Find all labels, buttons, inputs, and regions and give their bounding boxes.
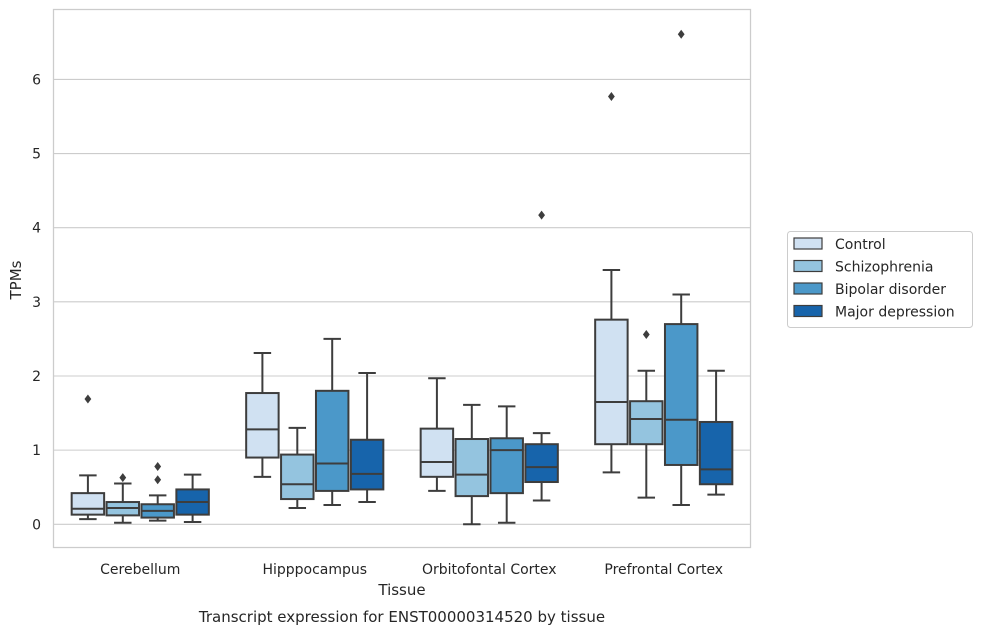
x-tick-label: Prefrontal Cortex — [604, 562, 723, 578]
box-schizophrenia — [105, 473, 141, 524]
y-tick-label: 6 — [32, 72, 41, 88]
legend-swatch — [793, 282, 823, 295]
box-major-depression — [524, 210, 559, 502]
box-control — [594, 91, 629, 474]
outlier-point — [677, 29, 685, 39]
outlier-point — [154, 461, 162, 471]
box-schizophrenia — [280, 426, 315, 509]
box-schizophrenia — [629, 329, 664, 499]
box-layer — [70, 29, 734, 526]
legend: Control Schizophrenia Bipolar disorder Majo… — [787, 231, 973, 328]
x-tick-labels: Cerebellum Hipppocampus Orbitofontal Corte… — [100, 562, 723, 578]
legend-label: Bipolar disorder — [835, 282, 946, 298]
box-bipolar-disorder — [663, 29, 699, 506]
box-body — [314, 389, 350, 492]
legend-frame — [787, 231, 973, 328]
box-body — [349, 438, 385, 491]
y-tick-label: 5 — [32, 147, 41, 163]
chart-caption: Transcript expression for ENST0000031452… — [198, 608, 605, 626]
box-body — [245, 392, 280, 459]
x-tick-label: Cerebellum — [100, 562, 180, 578]
legend-label: Schizophrenia — [835, 260, 933, 276]
outlier-point — [538, 210, 545, 220]
box-body — [454, 438, 490, 498]
box-body — [663, 323, 699, 466]
legend-swatch — [793, 259, 823, 273]
grid-lines — [53, 78, 751, 525]
box-body — [489, 437, 524, 495]
y-tick-label: 1 — [32, 443, 41, 459]
outlier-point — [84, 394, 92, 404]
y-tick-labels: 0 1 2 3 4 5 6 — [32, 72, 41, 533]
box-bipolar-disorder — [314, 337, 350, 506]
box-body — [524, 443, 559, 484]
outlier-point — [642, 329, 650, 339]
y-tick-label: 2 — [32, 369, 41, 385]
box-body — [70, 492, 106, 516]
box-schizophrenia — [454, 403, 490, 526]
box-bipolar-disorder — [489, 405, 524, 524]
box-body — [629, 400, 664, 446]
box-bipolar-disorder — [140, 461, 175, 522]
y-tick-label: 3 — [32, 295, 41, 311]
box-body — [419, 427, 455, 478]
box-body — [594, 318, 629, 446]
plot-area-frame — [52, 8, 752, 549]
box-control — [70, 394, 106, 521]
legend-swatch — [793, 304, 823, 318]
box-control — [419, 377, 455, 492]
outlier-point — [608, 91, 615, 101]
outlier-point — [154, 475, 162, 485]
outlier-point — [119, 473, 127, 483]
x-tick-label: Hipppocampus — [262, 562, 367, 578]
y-tick-label: 4 — [32, 221, 41, 237]
box-major-depression — [349, 372, 385, 504]
box-body — [698, 420, 734, 486]
box-control — [245, 352, 280, 478]
legend-label: Control — [835, 237, 886, 253]
legend-label: Major depression — [835, 305, 955, 321]
box-body — [280, 453, 315, 501]
y-axis-label: TPMs — [7, 260, 25, 300]
y-tick-label: 0 — [32, 517, 41, 533]
box-major-depression — [698, 369, 734, 496]
x-tick-label: Orbitofontal Cortex — [422, 562, 557, 578]
x-axis-label: Tissue — [377, 581, 425, 599]
legend-swatch — [793, 237, 823, 250]
box-major-depression — [175, 473, 210, 524]
